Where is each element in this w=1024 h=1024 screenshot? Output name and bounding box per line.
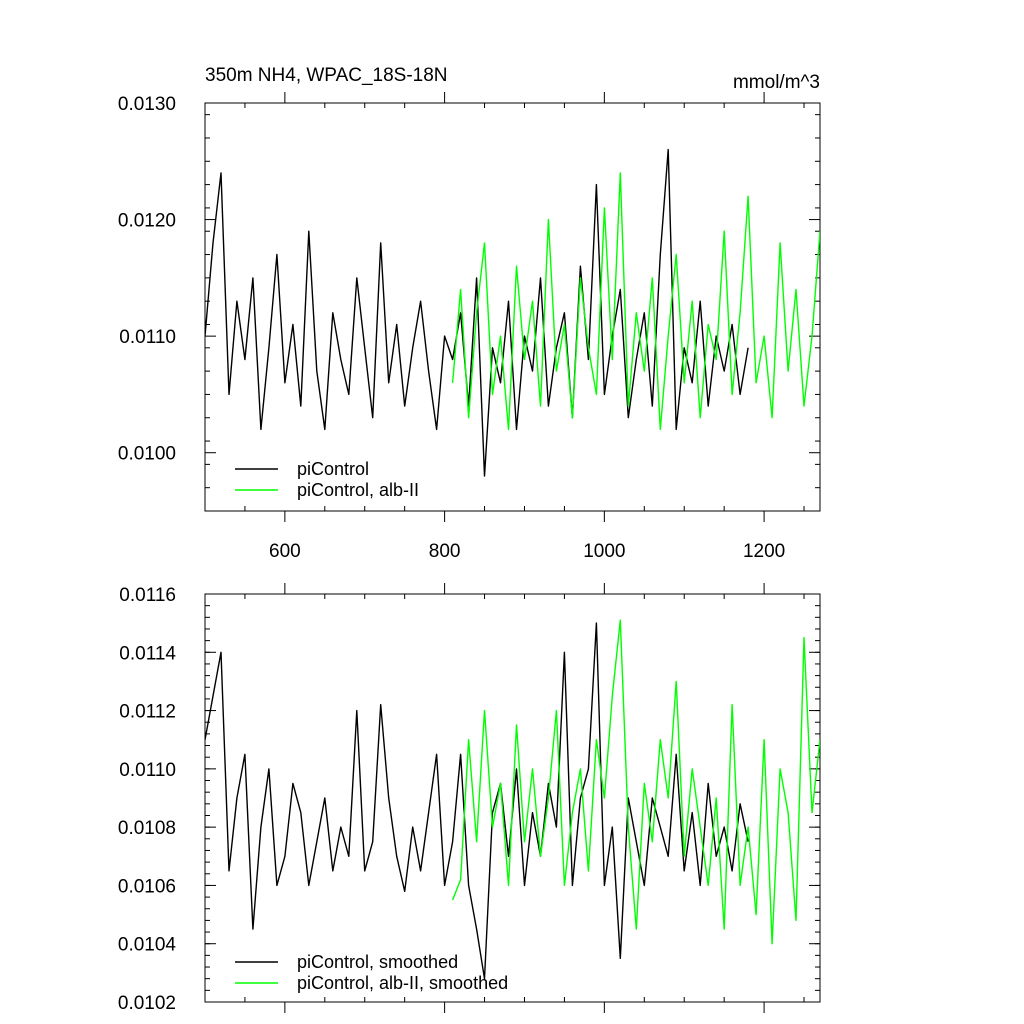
y-tick-label: 0.0116 — [119, 585, 176, 606]
legend-label: piControl — [297, 459, 369, 479]
series-line — [451, 619, 820, 945]
series-line — [205, 148, 749, 477]
plot-frame — [204, 593, 821, 1003]
x-tick-label: 600 — [269, 541, 301, 562]
bottom-panel: 0.0102 0.0104 0.0106 0.0108 0.0110 0.0112 0.01… — [118, 583, 821, 1014]
chart-title: 350m NH4, WPAC_18S-18N — [205, 65, 448, 86]
units-label: mmol/m^3 — [733, 72, 820, 93]
y-tick-label: 0.0110 — [119, 327, 176, 348]
series-line — [451, 172, 820, 431]
legend-label: piControl, alb-II — [297, 480, 419, 500]
y-tick-label: 0.0120 — [118, 211, 176, 232]
x-tick-label: 1000 — [583, 541, 625, 562]
y-tick-label: 0.0106 — [118, 876, 176, 897]
legend-label: piControl, smoothed — [297, 952, 458, 972]
y-tick-label: 0.0100 — [118, 444, 176, 465]
y-tick-label: 0.0110 — [119, 760, 176, 781]
y-tick-label: 0.0114 — [119, 643, 176, 664]
series-line — [205, 622, 749, 980]
plot-frame — [204, 102, 821, 512]
y-tick-label: 0.0102 — [118, 993, 176, 1014]
legend-label: piControl, alb-II, smoothed — [297, 973, 508, 993]
x-tick-label: 800 — [429, 541, 461, 562]
y-tick-label: 0.0112 — [119, 702, 176, 723]
y-tick-label: 0.0130 — [118, 94, 176, 115]
x-tick-label: 1200 — [743, 541, 785, 562]
top-panel: 0.0100 0.0110 0.0120 0.0130 600 800 1000 1200 35… — [118, 65, 821, 562]
y-tick-label: 0.0104 — [118, 935, 177, 956]
y-tick-label: 0.0108 — [118, 818, 176, 839]
